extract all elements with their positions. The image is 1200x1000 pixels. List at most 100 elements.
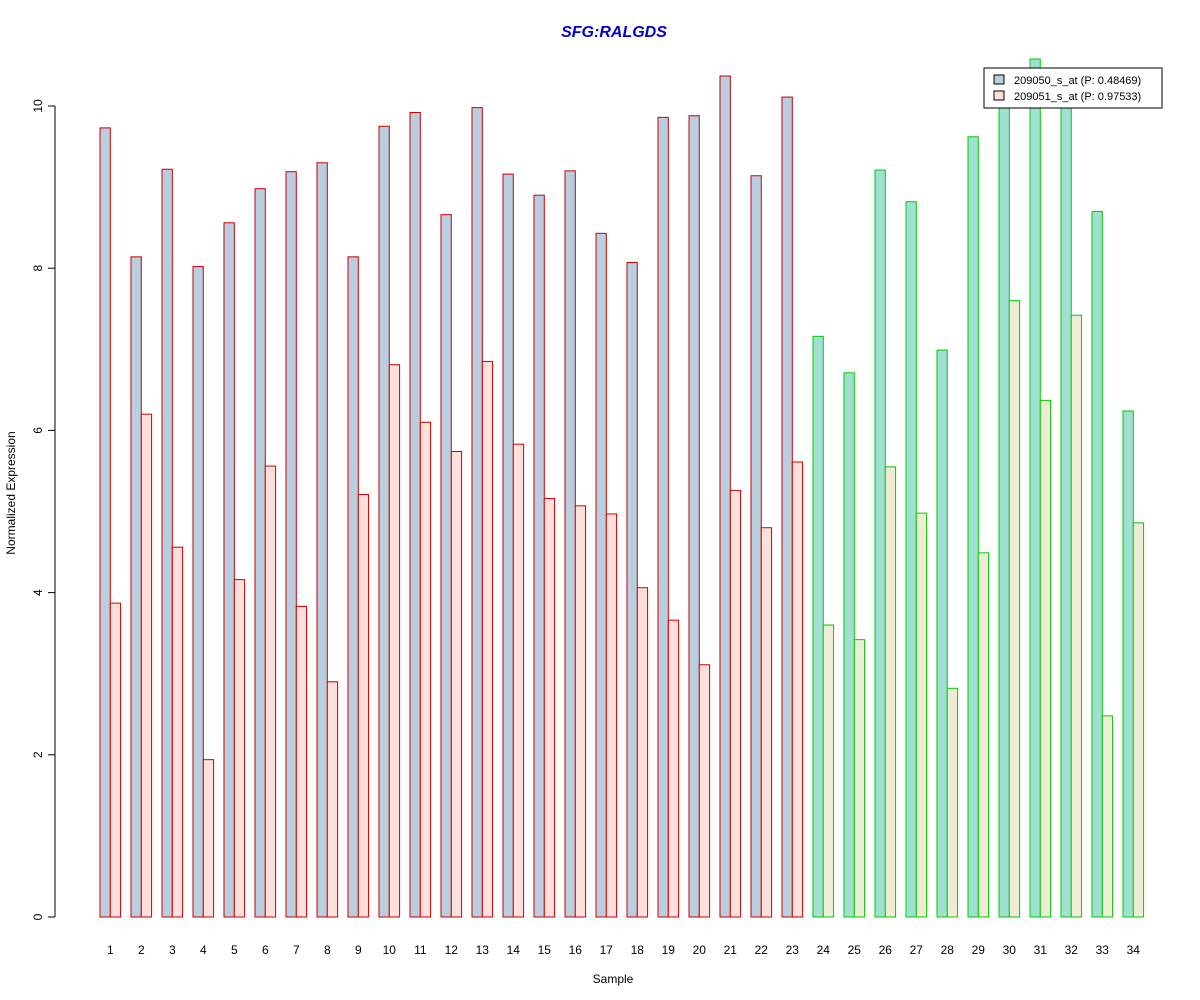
bar-series-2 — [295, 605, 308, 918]
x-tick-label: 23 — [786, 943, 800, 957]
bar-series-1 — [874, 169, 886, 918]
x-tick-label: 19 — [662, 943, 676, 957]
y-tick-label: 2 — [31, 751, 45, 758]
bar-series-2 — [760, 527, 773, 918]
y-tick-label: 4 — [31, 589, 45, 596]
x-tick-label: 14 — [507, 943, 521, 957]
bar-series-1 — [843, 372, 855, 918]
legend-label-series-2: 209051_s_at (P: 0.97533) — [1014, 91, 1141, 103]
bar-series-2 — [357, 493, 370, 918]
x-tick-label: 29 — [972, 943, 986, 957]
x-tick-label: 11 — [414, 943, 427, 957]
x-tick-label: 17 — [600, 943, 614, 957]
x-tick-label: 12 — [445, 943, 459, 957]
bar-series-2 — [140, 413, 153, 918]
x-tick-label: 28 — [941, 943, 955, 957]
bar-series-2 — [977, 552, 990, 918]
bar-series-2 — [264, 465, 277, 918]
bar-series-1 — [254, 188, 266, 918]
x-tick-label: 13 — [476, 943, 490, 957]
bar-series-2 — [698, 664, 711, 918]
bar-series-2 — [853, 639, 866, 918]
bar-series-2 — [109, 602, 122, 918]
bar-series-1 — [998, 103, 1010, 918]
bar-series-2 — [1070, 314, 1083, 918]
bar-series-1 — [161, 168, 173, 918]
bar-series-2 — [822, 624, 835, 918]
bar-series-1 — [1091, 210, 1103, 918]
bar-series-1 — [657, 116, 669, 918]
bar-series-2 — [574, 505, 587, 918]
x-axis-labels: 1 2 3 4 5 6 7 8 9 10 11 12 13 14 15 16 17 18 19 20 21 22 23 24 2… — [107, 943, 1140, 957]
bar-series-1 — [1060, 103, 1072, 918]
bar-series-2 — [915, 512, 928, 918]
bar-series-2 — [512, 443, 525, 918]
bar-series-2 — [605, 513, 618, 918]
bar-series-2 — [233, 579, 246, 918]
x-tick-label: 15 — [538, 943, 552, 957]
bar-series-1 — [378, 125, 390, 918]
y-tick-label: 0 — [31, 913, 45, 920]
x-tick-label: 30 — [1003, 943, 1017, 957]
bar-series-1 — [626, 262, 638, 918]
y-tick-label: 6 — [31, 427, 45, 434]
x-axis-label: Sample — [593, 972, 634, 986]
x-tick-label: 25 — [848, 943, 862, 957]
x-tick-label: 33 — [1096, 943, 1110, 957]
x-tick-label: 27 — [910, 943, 924, 957]
chart-title: SFG:RALGDS — [561, 24, 667, 41]
bar-series-1 — [223, 222, 235, 918]
bar-series-2 — [481, 360, 494, 918]
bar-series-2 — [791, 461, 804, 918]
legend-swatch-series-2 — [993, 90, 1005, 101]
bar-series-2 — [667, 619, 680, 918]
bar-series-1 — [471, 107, 483, 918]
bar-series-1 — [1122, 410, 1134, 918]
bar-series-2 — [1132, 522, 1145, 918]
bar-series-2 — [388, 364, 401, 918]
x-tick-label: 18 — [631, 943, 645, 957]
bar-series-2 — [636, 587, 649, 918]
bar-series-1 — [812, 335, 824, 918]
bar-series-1 — [688, 115, 700, 918]
bar-series-1 — [905, 201, 917, 918]
x-tick-label: 9 — [355, 943, 362, 957]
y-axis-label: Normalized Expression — [4, 431, 18, 554]
bar-series-1 — [192, 266, 204, 918]
bar-series-2 — [946, 687, 959, 918]
x-tick-label: 22 — [755, 943, 769, 957]
x-tick-label: 8 — [324, 943, 331, 957]
x-tick-label: 32 — [1065, 943, 1079, 957]
bar-series-2 — [419, 421, 432, 918]
bar-series-1 — [440, 214, 452, 918]
bar-series-2 — [1101, 715, 1114, 918]
x-tick-label: 3 — [169, 943, 176, 957]
bars — [99, 58, 1145, 918]
x-tick-label: 26 — [879, 943, 893, 957]
x-tick-label: 21 — [724, 943, 738, 957]
bar-series-2 — [729, 489, 742, 918]
x-tick-label: 4 — [200, 943, 207, 957]
bar-series-1 — [781, 96, 793, 918]
x-tick-label: 24 — [817, 943, 831, 957]
bar-series-1 — [1029, 58, 1041, 918]
x-tick-label: 20 — [693, 943, 707, 957]
bar-series-1 — [409, 111, 421, 918]
bar-series-2 — [1039, 399, 1052, 918]
bar-series-1 — [502, 173, 514, 918]
bar-series-2 — [1008, 300, 1021, 918]
bar-series-2 — [171, 546, 184, 918]
legend-box — [983, 67, 1163, 109]
y-tick-label: 8 — [31, 265, 45, 272]
bar-series-1 — [533, 194, 545, 918]
bar-series-1 — [316, 162, 328, 918]
legend: 209050_s_at (P: 0.48469) 209051_s_at (P:… — [983, 67, 1163, 109]
x-tick-label: 31 — [1034, 943, 1048, 957]
x-tick-label: 34 — [1127, 943, 1141, 957]
bar-series-2 — [450, 450, 463, 918]
bar-series-1 — [936, 349, 948, 918]
x-tick-label: 6 — [262, 943, 269, 957]
bar-series-2 — [326, 681, 339, 918]
